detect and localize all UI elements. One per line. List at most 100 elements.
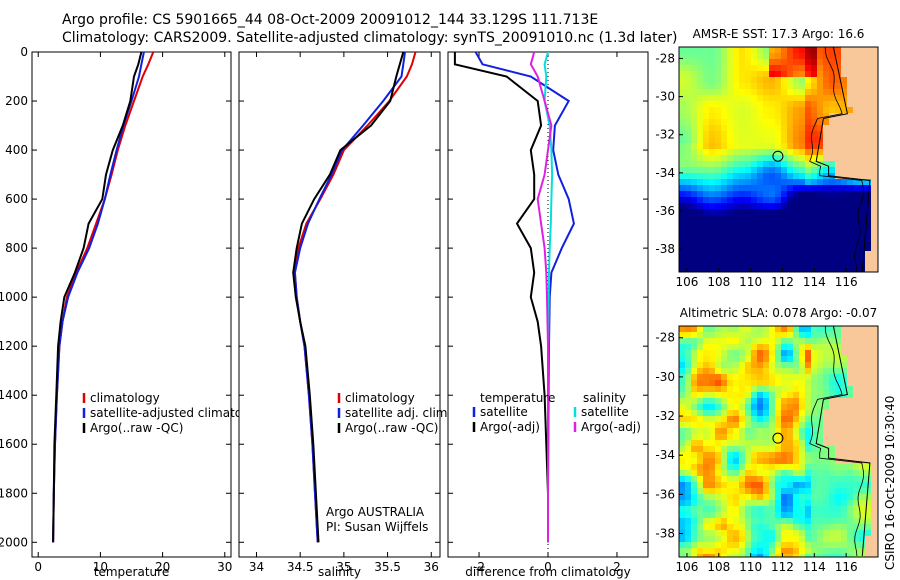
map-cell <box>721 131 727 137</box>
map-cell <box>835 209 841 215</box>
map-cell <box>769 215 775 221</box>
map-cell <box>709 113 715 119</box>
map-cell <box>847 416 853 422</box>
map-cell <box>739 476 745 482</box>
map-cell <box>679 488 685 494</box>
map-cell <box>709 356 715 362</box>
map-cell <box>721 101 727 107</box>
map-cell <box>787 95 793 101</box>
map-cell <box>835 416 841 422</box>
map-cell <box>829 476 835 482</box>
map-cell <box>751 458 757 464</box>
map-cell <box>685 434 691 440</box>
map-cell <box>829 119 835 125</box>
map-cell <box>823 416 829 422</box>
map-cell <box>787 215 793 221</box>
map-cell <box>715 548 721 554</box>
map-cell <box>871 65 877 71</box>
map-cell <box>739 125 745 131</box>
map-cell <box>865 209 871 215</box>
map-cell <box>871 101 877 107</box>
map-cell <box>865 77 871 83</box>
map-cell <box>727 155 733 161</box>
map-cell <box>679 422 685 428</box>
map-cell <box>721 53 727 59</box>
x-tick-label: 30 <box>217 560 232 574</box>
map-cell <box>871 482 877 488</box>
map-cell <box>727 476 733 482</box>
map-cell <box>751 500 757 506</box>
map-cell <box>679 326 685 332</box>
map-cell <box>727 344 733 350</box>
map-cell <box>709 257 715 263</box>
map-cell <box>841 386 847 392</box>
map-cell <box>793 428 799 434</box>
map-cell <box>703 542 709 548</box>
map-cell <box>739 518 745 524</box>
map-cell <box>679 209 685 215</box>
map-cell <box>769 368 775 374</box>
map-cell <box>835 524 841 530</box>
map-cell <box>841 209 847 215</box>
map-cell <box>733 386 739 392</box>
map-cell <box>679 458 685 464</box>
map-cell <box>715 263 721 269</box>
map-cell <box>811 119 817 125</box>
map-cell <box>853 143 859 149</box>
map-cell <box>679 416 685 422</box>
map-cell <box>781 215 787 221</box>
map-cell <box>817 65 823 71</box>
map-cell <box>745 386 751 392</box>
map-cell <box>685 191 691 197</box>
map-cell <box>817 386 823 392</box>
map-cell <box>853 338 859 344</box>
coastline <box>815 46 871 272</box>
map-cell <box>757 89 763 95</box>
map-cell <box>715 83 721 89</box>
map-cell <box>781 434 787 440</box>
map-cell <box>775 380 781 386</box>
map-cell <box>679 518 685 524</box>
map-cell <box>793 476 799 482</box>
map-cell <box>709 446 715 452</box>
map-cell <box>691 386 697 392</box>
map-cell <box>757 344 763 350</box>
map-cell <box>679 476 685 482</box>
map-cell <box>709 203 715 209</box>
map-cell <box>865 239 871 245</box>
map-cell <box>739 245 745 251</box>
map-cell <box>733 269 739 272</box>
map-cell <box>811 101 817 107</box>
map-cell <box>781 440 787 446</box>
map-cell <box>709 239 715 245</box>
map-cell <box>769 245 775 251</box>
map-cell <box>799 338 805 344</box>
map-cell <box>853 77 859 83</box>
map-cell <box>769 209 775 215</box>
map-cell <box>835 77 841 83</box>
map-cell <box>703 233 709 239</box>
map-cell <box>691 131 697 137</box>
map-cell <box>691 221 697 227</box>
map-cell <box>751 107 757 113</box>
map-cell <box>847 524 853 530</box>
map-cell <box>853 428 859 434</box>
map-cell <box>709 71 715 77</box>
map-cell <box>685 470 691 476</box>
map-cell <box>811 494 817 500</box>
map-cell <box>697 221 703 227</box>
map-cell <box>793 452 799 458</box>
map-cell <box>775 500 781 506</box>
map-cell <box>727 167 733 173</box>
map-cell <box>739 95 745 101</box>
map-cell <box>793 263 799 269</box>
map-cell <box>727 221 733 227</box>
map-cell <box>739 197 745 203</box>
map-cell <box>697 263 703 269</box>
map-cell <box>733 221 739 227</box>
map-cell <box>769 530 775 536</box>
map-cell <box>763 83 769 89</box>
map-cell <box>679 554 685 557</box>
map-cell <box>715 155 721 161</box>
map-cell <box>781 530 787 536</box>
